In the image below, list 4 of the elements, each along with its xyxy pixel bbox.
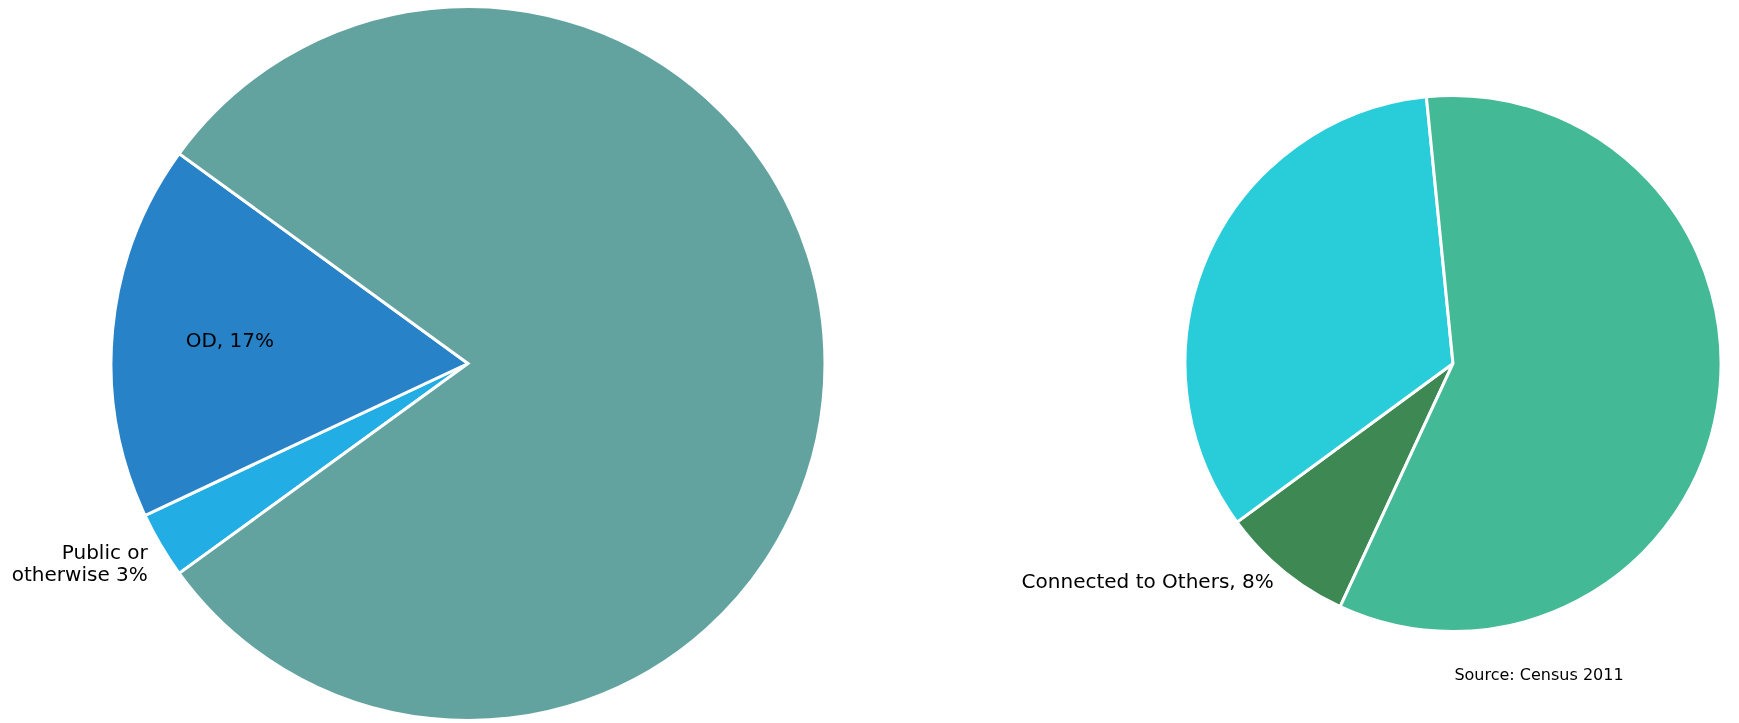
data-label: Connected to Others, 8% — [1021, 569, 1274, 594]
data-label: Public or otherwise 3% — [11, 539, 149, 586]
source-note: Source: Census 2011 — [1454, 665, 1624, 684]
data-label: OD, 17% — [185, 327, 275, 352]
